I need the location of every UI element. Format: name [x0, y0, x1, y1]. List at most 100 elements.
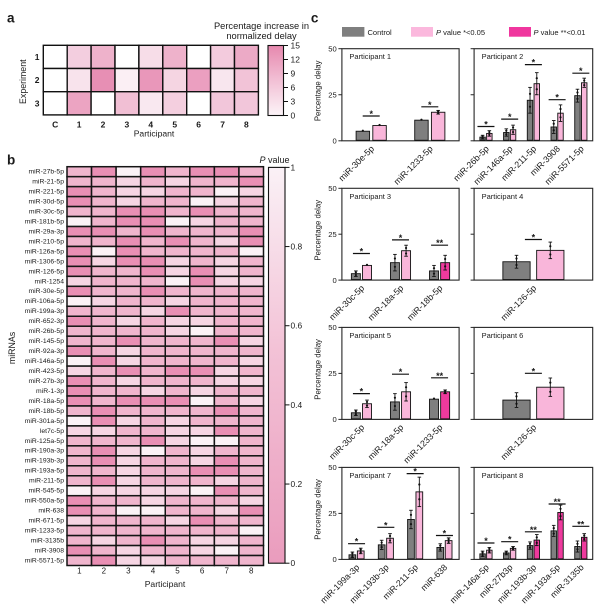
svg-text:Participant: Participant — [134, 128, 175, 138]
svg-text:50: 50 — [328, 44, 336, 53]
svg-text:Percentage delay: Percentage delay — [314, 200, 323, 261]
svg-text:25: 25 — [328, 91, 336, 100]
svg-text:a: a — [7, 10, 15, 25]
svg-text:15: 15 — [291, 41, 301, 51]
svg-text:miR-26b-5p: miR-26b-5p — [28, 328, 64, 335]
svg-text:P value: P value — [260, 155, 290, 165]
svg-text:*: * — [360, 247, 364, 257]
svg-text:Percentage delay: Percentage delay — [314, 339, 323, 400]
svg-text:miR-18a-5p: miR-18a-5p — [28, 398, 64, 405]
svg-text:6: 6 — [200, 567, 205, 576]
svg-text:0: 0 — [291, 558, 296, 568]
svg-text:P value **<0.01: P value **<0.01 — [534, 28, 586, 37]
svg-text:12: 12 — [291, 55, 301, 65]
svg-text:*: * — [384, 520, 388, 530]
svg-text:2: 2 — [101, 119, 106, 129]
svg-text:0: 0 — [332, 137, 336, 146]
svg-text:*: * — [428, 100, 432, 110]
svg-text:*: * — [508, 112, 512, 122]
svg-text:Control: Control — [368, 28, 393, 37]
svg-text:miR-671-5p: miR-671-5p — [28, 518, 64, 525]
svg-text:miR-652-3p: miR-652-3p — [28, 318, 64, 325]
svg-text:0.8: 0.8 — [291, 242, 303, 252]
svg-text:**: ** — [436, 371, 444, 381]
svg-text:miR-221-5p: miR-221-5p — [28, 189, 64, 196]
svg-text:miR-126-5p: miR-126-5p — [28, 268, 64, 275]
svg-text:*: * — [355, 537, 359, 547]
svg-text:4: 4 — [151, 567, 156, 576]
svg-text:0: 0 — [332, 276, 336, 285]
svg-text:**: ** — [530, 525, 538, 535]
svg-text:miR-1306-5p: miR-1306-5p — [25, 258, 65, 265]
svg-text:miR-126a-5p: miR-126a-5p — [25, 248, 65, 255]
svg-text:Participant 5: Participant 5 — [349, 331, 391, 340]
svg-text:6: 6 — [291, 83, 296, 93]
svg-text:miR-1254: miR-1254 — [35, 278, 65, 285]
svg-text:1: 1 — [35, 52, 40, 62]
svg-text:Participant 2: Participant 2 — [482, 52, 524, 61]
svg-text:b: b — [7, 152, 15, 167]
svg-text:50: 50 — [328, 184, 336, 193]
svg-text:let7c-5p: let7c-5p — [40, 428, 64, 435]
svg-text:miR-423-5p: miR-423-5p — [28, 368, 64, 375]
svg-text:*: * — [399, 367, 403, 377]
svg-text:miR-5571-5p: miR-5571-5p — [25, 557, 65, 564]
svg-text:Participant 7: Participant 7 — [349, 471, 391, 480]
svg-text:P value *<0.05: P value *<0.05 — [436, 28, 485, 37]
svg-text:miR-550a-5p: miR-550a-5p — [25, 498, 65, 505]
svg-text:miR-193b-3p: miR-193b-3p — [25, 458, 65, 465]
svg-text:miR-125a-5p: miR-125a-5p — [25, 438, 65, 445]
svg-text:0.2: 0.2 — [291, 479, 303, 489]
svg-text:miR-92a-3p: miR-92a-3p — [28, 348, 64, 355]
svg-text:1: 1 — [77, 119, 82, 129]
svg-text:7: 7 — [224, 567, 229, 576]
svg-text:9: 9 — [291, 69, 296, 79]
svg-text:3: 3 — [126, 567, 131, 576]
svg-text:0: 0 — [332, 415, 336, 424]
svg-text:miR-210-5p: miR-210-5p — [28, 238, 64, 245]
svg-text:miR-106a-5p: miR-106a-5p — [25, 298, 65, 305]
svg-text:miR-27b-5p: miR-27b-5p — [28, 169, 64, 176]
svg-text:*: * — [413, 467, 417, 477]
svg-text:0: 0 — [332, 555, 336, 564]
svg-text:miR-146a-5p: miR-146a-5p — [25, 358, 65, 365]
svg-text:Participant 6: Participant 6 — [482, 331, 524, 340]
svg-text:miR-199a-3p: miR-199a-3p — [25, 308, 65, 315]
svg-text:Percentage increase in: Percentage increase in — [214, 21, 309, 31]
svg-text:miR-1233-5p: miR-1233-5p — [25, 528, 65, 535]
svg-text:25: 25 — [328, 369, 336, 378]
svg-text:normalized delay: normalized delay — [226, 31, 297, 41]
svg-text:3: 3 — [291, 97, 296, 107]
svg-text:*: * — [532, 366, 536, 376]
svg-text:**: ** — [436, 238, 444, 248]
svg-text:*: * — [532, 58, 536, 68]
svg-text:miR-301a-5p: miR-301a-5p — [25, 418, 65, 425]
svg-text:*: * — [369, 109, 373, 119]
svg-text:miR-18b-5p: miR-18b-5p — [28, 408, 64, 415]
svg-text:8: 8 — [249, 567, 254, 576]
svg-text:miR-193a-5p: miR-193a-5p — [25, 468, 65, 475]
svg-text:*: * — [399, 233, 403, 243]
svg-text:0.4: 0.4 — [291, 400, 303, 410]
svg-text:Participant: Participant — [145, 579, 186, 589]
svg-text:5: 5 — [172, 119, 177, 129]
svg-text:Participant 4: Participant 4 — [482, 192, 524, 201]
svg-text:*: * — [579, 66, 583, 76]
svg-text:miR-30c-5p: miR-30c-5p — [29, 209, 64, 216]
svg-text:50: 50 — [328, 463, 336, 472]
svg-text:*: * — [360, 387, 364, 397]
svg-text:7: 7 — [220, 119, 225, 129]
svg-text:*: * — [508, 535, 512, 545]
svg-text:*: * — [484, 536, 488, 546]
svg-text:Percentage delay: Percentage delay — [314, 479, 323, 540]
svg-text:miR-30d-5p: miR-30d-5p — [28, 199, 64, 206]
svg-text:miRNAs: miRNAs — [7, 331, 17, 364]
svg-text:miR-190a-3p: miR-190a-3p — [25, 448, 65, 455]
svg-text:Participant 1: Participant 1 — [349, 52, 391, 61]
svg-text:*: * — [443, 529, 447, 539]
svg-text:0: 0 — [291, 111, 296, 121]
svg-text:miR-21-5p: miR-21-5p — [32, 179, 64, 186]
svg-text:25: 25 — [328, 230, 336, 239]
svg-text:c: c — [311, 10, 319, 25]
svg-text:miR-30e-5p: miR-30e-5p — [28, 288, 64, 295]
